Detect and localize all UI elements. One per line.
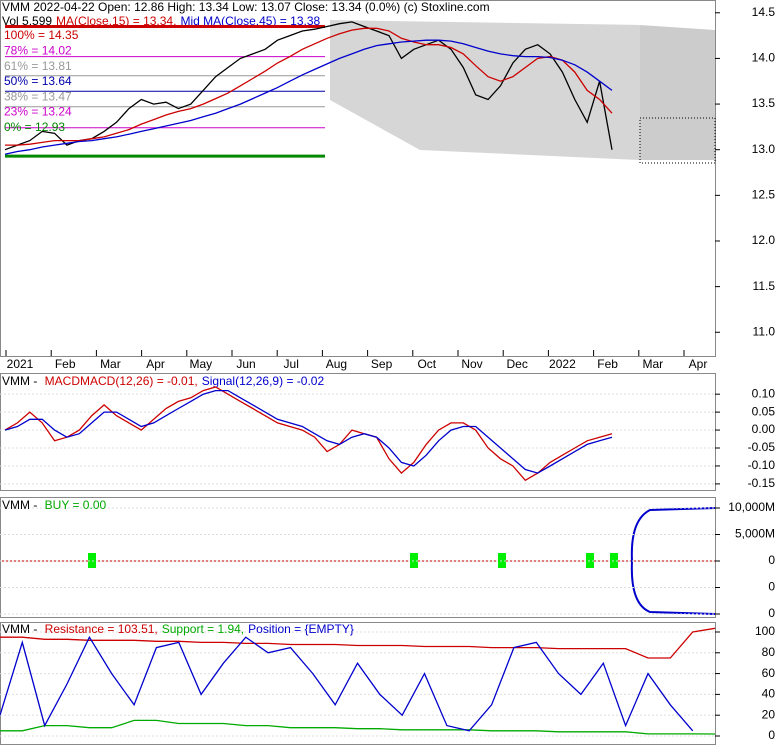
y-tick-label: 0.00	[752, 422, 776, 436]
volume-profile	[330, 20, 640, 160]
y-tick-label: 20	[762, 707, 776, 721]
series-line	[0, 627, 716, 659]
y-tick-label: 80	[762, 645, 776, 659]
x-tick-label: 2022	[549, 357, 576, 371]
y-tick-label: 10,000M	[728, 500, 775, 514]
subtitle-part: Vol 5,599	[2, 14, 52, 28]
fib-label: 23% = 13.24	[4, 105, 72, 119]
title-part: Position = {EMPTY}	[248, 622, 354, 636]
fib-label: 78% = 14.02	[4, 43, 72, 57]
title-part: VMM -	[2, 498, 41, 512]
title-part: Signal(12,26,9) = -0.02	[202, 374, 325, 388]
y-tick-label: 12.0	[752, 233, 776, 247]
y-tick-label: -0.15	[748, 476, 776, 490]
x-tick-label: Oct	[417, 357, 436, 371]
y-tick-label: -0.05	[748, 440, 776, 454]
x-tick-label: Jul	[284, 357, 299, 371]
title-part: Support = 1.94,	[162, 622, 244, 636]
y-tick-label: -0.10	[748, 458, 776, 472]
fib-label: 61% = 13.81	[4, 59, 72, 73]
y-tick-label: 100	[755, 624, 775, 638]
x-tick-label: Mar	[642, 357, 663, 371]
y-tick-label: 5,000M	[735, 527, 775, 541]
y-tick-label: 14.0	[752, 51, 776, 65]
title-part: MACDMACD(12,26) = -0.01,	[45, 374, 198, 388]
panel-title: VMM - MACDMACD(12,26) = -0.01, Signal(12,…	[2, 374, 324, 388]
y-tick-label: 13.0	[752, 142, 776, 156]
series-line	[4, 39, 613, 155]
series-line	[4, 386, 613, 482]
x-tick-label: Mar	[100, 357, 121, 371]
series-line	[0, 635, 694, 732]
chart-title: VMM 2022-04-22 Open: 12.86 High: 13.34 L…	[2, 0, 490, 14]
position-frame	[0, 622, 716, 745]
fib-label: 0% = 12.93	[4, 120, 65, 134]
macd-frame	[0, 373, 716, 491]
x-tick-label: Jun	[236, 357, 255, 371]
series-line	[5, 27, 613, 146]
series-line	[4, 21, 613, 151]
y-tick-label: 0.10	[752, 386, 776, 400]
x-tick-label: Sep	[371, 357, 393, 371]
x-tick-label: Dec	[507, 357, 528, 371]
panel-title: VMM - BUY = 0.00	[2, 498, 106, 512]
y-tick-label: 40	[762, 687, 776, 701]
fib-label: 38% = 13.47	[4, 89, 72, 103]
subtitle: Vol 5,599 MA(Close,15) = 13.34, Mid MA(Clo…	[2, 14, 321, 28]
y-tick-label: 0	[768, 606, 775, 620]
title-part: BUY = 0.00	[45, 498, 107, 512]
fib-label: 50% = 13.64	[4, 74, 72, 88]
y-tick-label: 13.5	[752, 96, 776, 110]
title-part: VMM -	[2, 622, 41, 636]
title-part: Resistance = 103.51,	[45, 622, 158, 636]
buy-frame	[0, 497, 716, 618]
x-tick-label: Aug	[326, 357, 347, 371]
y-tick-label: 0	[768, 580, 775, 594]
y-tick-label: 12.5	[752, 188, 776, 202]
y-tick-label: 0	[768, 728, 775, 742]
x-tick-label: May	[189, 357, 212, 371]
title-part: VMM -	[2, 374, 41, 388]
fib-label: 100% = 14.35	[4, 28, 79, 42]
y-tick-label: 14.5	[752, 5, 776, 19]
x-tick-label: Nov	[461, 357, 482, 371]
x-tick-label: Apr	[689, 357, 708, 371]
x-tick-label: Apr	[146, 357, 165, 371]
y-tick-label: 0.05	[752, 404, 776, 418]
x-tick-label: Feb	[597, 357, 618, 371]
subtitle-part: Mid MA(Close,45) = 13.38	[180, 14, 320, 28]
y-tick-label: 60	[762, 666, 776, 680]
series-line	[0, 719, 716, 735]
x-tick-label: 2021	[7, 357, 34, 371]
series-line	[4, 389, 613, 474]
y-tick-label: 11.5	[753, 279, 776, 293]
panel-title: VMM - Resistance = 103.51, Support = 1.94…	[2, 622, 354, 636]
x-tick-label: Feb	[55, 357, 76, 371]
price-frame	[0, 0, 716, 357]
subtitle-part: MA(Close,15) = 13.34,	[56, 14, 176, 28]
volume-profile-right	[640, 25, 715, 160]
y-tick-label: 11.0	[753, 324, 776, 338]
y-tick-label: 0	[768, 553, 775, 567]
